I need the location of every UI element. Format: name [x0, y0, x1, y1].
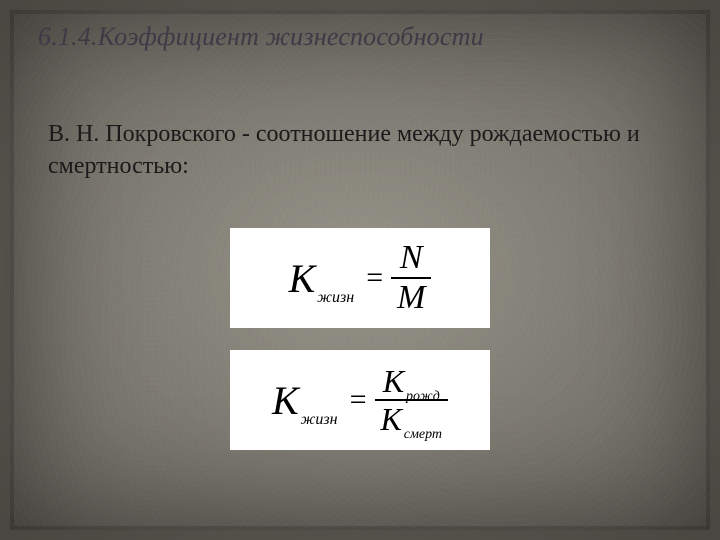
slide: 6.1.4.Коэффициент жизнеспособности В. Н.… [0, 0, 720, 540]
equals-sign: = [350, 383, 367, 417]
formula-card: К жизн = К рожд К смерт [230, 350, 490, 450]
denominator: M [397, 279, 425, 316]
formula-card: К жизн = N M [230, 228, 490, 328]
body-text: В. Н. Покровского - соотношение между ро… [48, 118, 672, 183]
numerator-subscript: рожд [406, 390, 440, 404]
formula-lhs: К жизн [272, 377, 338, 424]
denominator-subscript: смерт [404, 428, 442, 442]
equals-sign: = [366, 261, 383, 295]
lhs-subscript: жизн [301, 411, 338, 429]
denominator-symbol: К [381, 403, 402, 435]
formula-2: К жизн = К рожд К смерт [230, 350, 490, 450]
numerator-symbol: К [383, 365, 404, 397]
fraction: N M [391, 241, 431, 315]
lhs-symbol: К [272, 377, 299, 424]
formula-1: К жизн = N M [230, 228, 490, 328]
numerator: N [400, 239, 423, 276]
formula-lhs: К жизн [289, 255, 355, 302]
lhs-symbol: К [289, 255, 316, 302]
slide-title: 6.1.4.Коэффициент жизнеспособности [38, 22, 682, 52]
lhs-subscript: жизн [317, 289, 354, 307]
fraction: К рожд К смерт [375, 365, 449, 435]
